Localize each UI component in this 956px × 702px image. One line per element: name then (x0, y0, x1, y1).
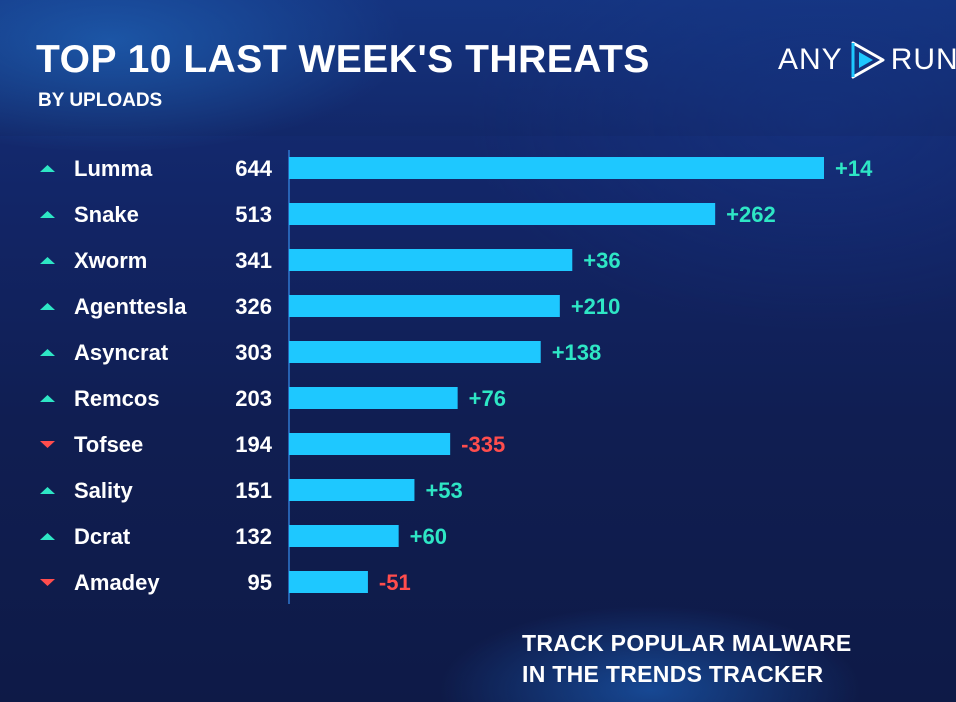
category-label: Agenttesla (74, 294, 187, 319)
value-label: 513 (235, 202, 272, 227)
trend-up-icon (40, 395, 55, 402)
change-label: -335 (461, 432, 505, 457)
category-label: Snake (74, 202, 139, 227)
change-label: +138 (552, 340, 602, 365)
change-label: +210 (571, 294, 621, 319)
category-label: Amadey (74, 570, 160, 595)
value-label: 151 (235, 478, 272, 503)
bar (289, 525, 399, 547)
category-label: Asyncrat (74, 340, 169, 365)
footer-cta: TRACK POPULAR MALWARE IN THE TRENDS TRAC… (522, 628, 852, 690)
bar (289, 203, 716, 225)
trend-up-icon (40, 349, 55, 356)
change-label: +60 (410, 524, 447, 549)
value-label: 95 (248, 570, 272, 595)
logo-text-any: ANY (778, 43, 843, 76)
footer-line-1: TRACK POPULAR MALWARE (522, 630, 852, 656)
trend-up-icon (40, 533, 55, 540)
trend-up-icon (40, 487, 55, 494)
category-label: Tofsee (74, 432, 143, 457)
bar (289, 157, 824, 179)
bar (289, 571, 368, 593)
value-label: 194 (235, 432, 272, 457)
category-label: Remcos (74, 386, 160, 411)
trend-up-icon (40, 303, 55, 310)
bar (289, 433, 451, 455)
value-label: 326 (235, 294, 272, 319)
bar (289, 295, 560, 317)
value-label: 644 (235, 156, 272, 181)
change-label: +36 (583, 248, 620, 273)
any-run-logo: ANY RUN (778, 40, 956, 80)
value-label: 303 (235, 340, 272, 365)
bar (289, 341, 541, 363)
category-label: Dcrat (74, 524, 131, 549)
trend-up-icon (40, 257, 55, 264)
header-band (0, 0, 956, 136)
play-icon (851, 41, 885, 79)
change-label: +14 (835, 156, 873, 181)
category-label: Sality (74, 478, 133, 503)
trend-up-icon (40, 165, 55, 172)
category-label: Xworm (74, 248, 147, 273)
trend-up-icon (40, 211, 55, 218)
page-subtitle: BY UPLOADS (38, 90, 163, 111)
change-label: -51 (379, 570, 411, 595)
value-label: 132 (235, 524, 272, 549)
value-label: 341 (235, 248, 272, 273)
bar (289, 387, 458, 409)
category-label: Lumma (74, 156, 153, 181)
value-label: 203 (235, 386, 272, 411)
footer-line-2: IN THE TRENDS TRACKER (522, 661, 824, 687)
change-label: +53 (425, 478, 462, 503)
trend-down-icon (40, 441, 55, 448)
bar (289, 249, 573, 271)
bar (289, 479, 415, 501)
logo-text-run: RUN (890, 43, 956, 76)
trend-down-icon (40, 579, 55, 586)
change-label: +262 (726, 202, 776, 227)
page-title: TOP 10 LAST WEEK'S THREATS (36, 38, 650, 81)
change-label: +76 (469, 386, 506, 411)
